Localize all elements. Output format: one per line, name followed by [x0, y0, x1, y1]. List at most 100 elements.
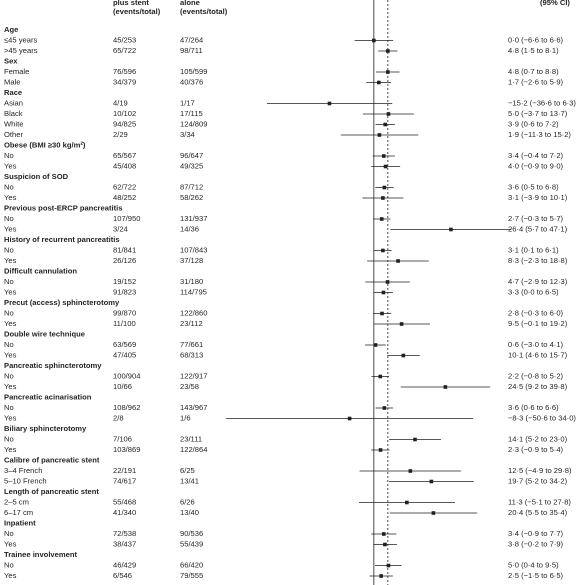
ci-label: 11·3 (−5·1 to 27·8) [508, 498, 571, 507]
estimate-box [379, 217, 384, 221]
events-alone: 23/58 [180, 382, 199, 391]
events-alone: 68/313 [180, 351, 203, 360]
events-stent: 7/106 [113, 435, 132, 444]
row-label: Yes [4, 256, 17, 265]
events-stent: 22/191 [113, 466, 136, 475]
events-alone: 131/937 [180, 214, 207, 223]
row-label: No [4, 372, 14, 381]
ci-label: 9·5 (−0·1 to 19·2) [508, 319, 568, 328]
ci-label: 26·4 (5·7 to 47·1) [508, 225, 568, 234]
estimate-box [443, 385, 448, 389]
ci-label: 4·8 (0·7 to 8·8) [508, 67, 559, 76]
row-label: Asian [4, 99, 23, 108]
ci-label: 4·0 (−0·9 to 9·0) [508, 162, 564, 171]
row-label: Other [4, 130, 23, 139]
events-alone: 122/864 [180, 445, 207, 454]
row-label: No [4, 214, 14, 223]
events-alone: 23/111 [180, 435, 202, 444]
row-label: Yes [4, 288, 17, 297]
events-stent: 74/617 [113, 477, 136, 486]
row-label: No [4, 277, 14, 286]
events-stent: 108/962 [113, 403, 140, 412]
events-stent: 41/340 [113, 508, 136, 517]
events-stent: 45/408 [113, 162, 136, 171]
row-label: No [4, 151, 14, 160]
estimate-box [377, 80, 381, 85]
estimate-box [383, 164, 388, 169]
estimate-box [327, 101, 332, 106]
events-stent: 46/429 [113, 561, 136, 570]
estimate-box [382, 406, 387, 410]
estimate-box [383, 542, 387, 547]
estimate-box [382, 185, 387, 190]
row-label: No [4, 529, 14, 538]
events-alone: 37/128 [180, 256, 203, 265]
events-stent: 47/405 [113, 351, 136, 360]
row-label: White [4, 120, 23, 129]
events-alone: 1/17 [180, 99, 195, 108]
row-label: Yes [4, 540, 17, 549]
events-alone: 13/40 [180, 508, 199, 517]
ci-label: 19·7 (5·2 to 34·2) [508, 477, 568, 486]
events-alone: 79/555 [180, 571, 203, 580]
group-label: Age [4, 25, 18, 34]
events-stent: 65/567 [113, 151, 136, 160]
events-stent: 100/904 [113, 372, 140, 381]
group-label: Length of pancreatic stent [4, 487, 99, 496]
events-stent: 63/569 [113, 340, 136, 349]
row-label: Yes [4, 351, 17, 360]
row-label: Yes [4, 225, 17, 234]
estimate-box [347, 416, 352, 421]
events-stent: 62/722 [113, 183, 136, 192]
estimate-box [399, 322, 404, 326]
column-header: plus stent [113, 0, 149, 7]
ci-label: 2·8 (−0·3 to 6·0) [508, 309, 564, 318]
estimate-box [377, 133, 382, 137]
estimate-box [381, 154, 386, 158]
events-alone: 90/536 [180, 529, 203, 538]
group-label: Race [4, 88, 22, 97]
ci-label: 3·8 (−0·2 to 7·9) [508, 540, 564, 549]
ci-label: 2·7 (−0·3 to 5·7) [508, 214, 564, 223]
estimate-box [385, 280, 390, 284]
estimate-box [429, 479, 434, 484]
events-stent: 99/870 [113, 309, 136, 318]
ci-label: 12·5 (−4·9 to 29·8) [508, 466, 572, 475]
events-alone: 105/599 [180, 67, 207, 76]
column-header: alone [180, 0, 200, 7]
events-stent: 2/8 [113, 414, 124, 423]
group-label: Sex [4, 57, 18, 66]
events-alone: 1/6 [180, 414, 191, 423]
ci-label: 4·8 (1·5 to 8·1) [508, 46, 559, 55]
estimate-box [383, 122, 388, 127]
ci-label: 5·0 (0·4 to 9·5) [508, 561, 559, 570]
estimate-box [396, 259, 400, 263]
row-label: Yes [4, 414, 17, 423]
estimate-box [386, 70, 390, 74]
group-label: Pancreatic sphincterotomy [4, 361, 102, 370]
events-alone: 66/420 [180, 561, 203, 570]
row-label: Black [4, 109, 23, 118]
events-alone: 17/115 [180, 109, 203, 118]
ci-label: 10·1 (4·6 to 15·7) [508, 351, 568, 360]
events-alone: 122/860 [180, 309, 207, 318]
row-label: No [4, 183, 14, 192]
row-label: 6–17 cm [4, 508, 33, 517]
estimate-box [372, 38, 376, 43]
row-label: No [4, 246, 14, 255]
events-alone: 98/711 [180, 46, 203, 55]
row-label: Yes [4, 571, 17, 580]
events-alone: 87/712 [180, 183, 203, 192]
row-label: Yes [4, 319, 17, 328]
row-label: 5–10 French [4, 477, 47, 486]
ci-label: 0·0 (−6·6 to 6·6) [508, 36, 564, 45]
events-stent: 38/437 [113, 540, 136, 549]
group-label: Previous post-ERCP pancreatitis [4, 204, 122, 213]
row-label: 3–4 French [4, 466, 42, 475]
events-alone: 77/661 [180, 340, 203, 349]
events-stent: 19/152 [113, 277, 136, 286]
events-stent: 48/252 [113, 193, 136, 202]
ci-label: 3·6 (0·5 to 6·8) [508, 183, 559, 192]
estimate-box [381, 290, 386, 295]
events-stent: 4/19 [113, 99, 128, 108]
